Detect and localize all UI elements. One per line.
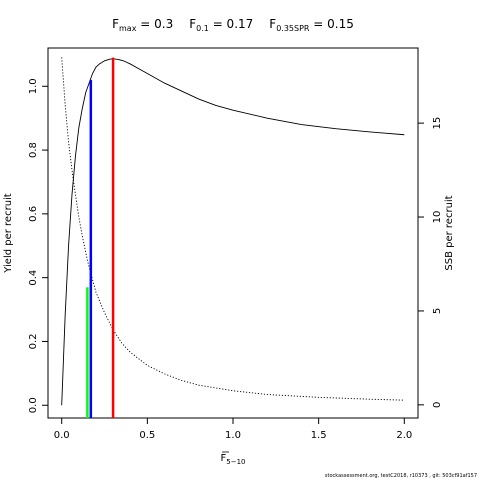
x-tick-label: 0.5: [139, 430, 155, 441]
title-part-2: F: [269, 17, 276, 31]
y-axis-right-label: SSB per recruit: [444, 195, 455, 270]
plot-area-border: [47, 47, 419, 419]
x-axis-label-sub: 5−10: [226, 458, 245, 466]
x-axis-label-main: F: [221, 453, 227, 464]
chart-title: Fmax = 0.3 F0.1 = 0.17 F0.35SPR = 0.15: [112, 17, 354, 33]
y-axis-left: 0.0 0.2 0.4 0.6 0.8 1.0: [28, 78, 49, 413]
title-part-2-sub: 0.35SPR: [276, 24, 310, 33]
footer-text: stockassessment.org, testC2018, r10373 ,…: [325, 473, 477, 479]
y-axis-right: 0 5 10 15: [417, 117, 443, 408]
y-left-tick-label: 0.4: [28, 270, 39, 286]
y-left-tick-label: 1.0: [28, 78, 39, 94]
title-part-2-value: = 0.15: [309, 17, 353, 31]
x-tick-label: 0.0: [54, 430, 70, 441]
reference-lines: [86, 57, 115, 418]
x-axis: 0.0 0.5 1.0 1.5 2.0: [54, 417, 412, 441]
y-axis-left-label: Yield per recruit: [3, 193, 14, 274]
title-part-0-sub: max: [119, 24, 137, 33]
x-axis-label: F5−10: [221, 453, 246, 466]
y-right-tick-label: 5: [432, 308, 443, 314]
y-left-tick-label: 0.0: [28, 397, 39, 413]
y-left-tick-label: 0.6: [28, 206, 39, 222]
title-part-1: F: [189, 17, 196, 31]
title-part-0-value: = 0.3: [136, 17, 173, 31]
y-left-tick-label: 0.2: [28, 333, 39, 349]
y-left-tick-label: 0.8: [28, 142, 39, 158]
title-part-1-value: = 0.17: [209, 17, 253, 31]
x-tick-label: 1.5: [311, 430, 327, 441]
x-tick-label: 1.0: [225, 430, 241, 441]
title-part-1-sub: 0.1: [196, 24, 209, 33]
x-tick-label: 2.0: [396, 430, 412, 441]
y-right-tick-label: 0: [432, 402, 443, 408]
title-part-0: F: [112, 17, 119, 31]
y-right-tick-label: 10: [432, 211, 443, 224]
yield-per-recruit-line: [61, 58, 405, 406]
y-right-tick-label: 15: [432, 117, 443, 130]
